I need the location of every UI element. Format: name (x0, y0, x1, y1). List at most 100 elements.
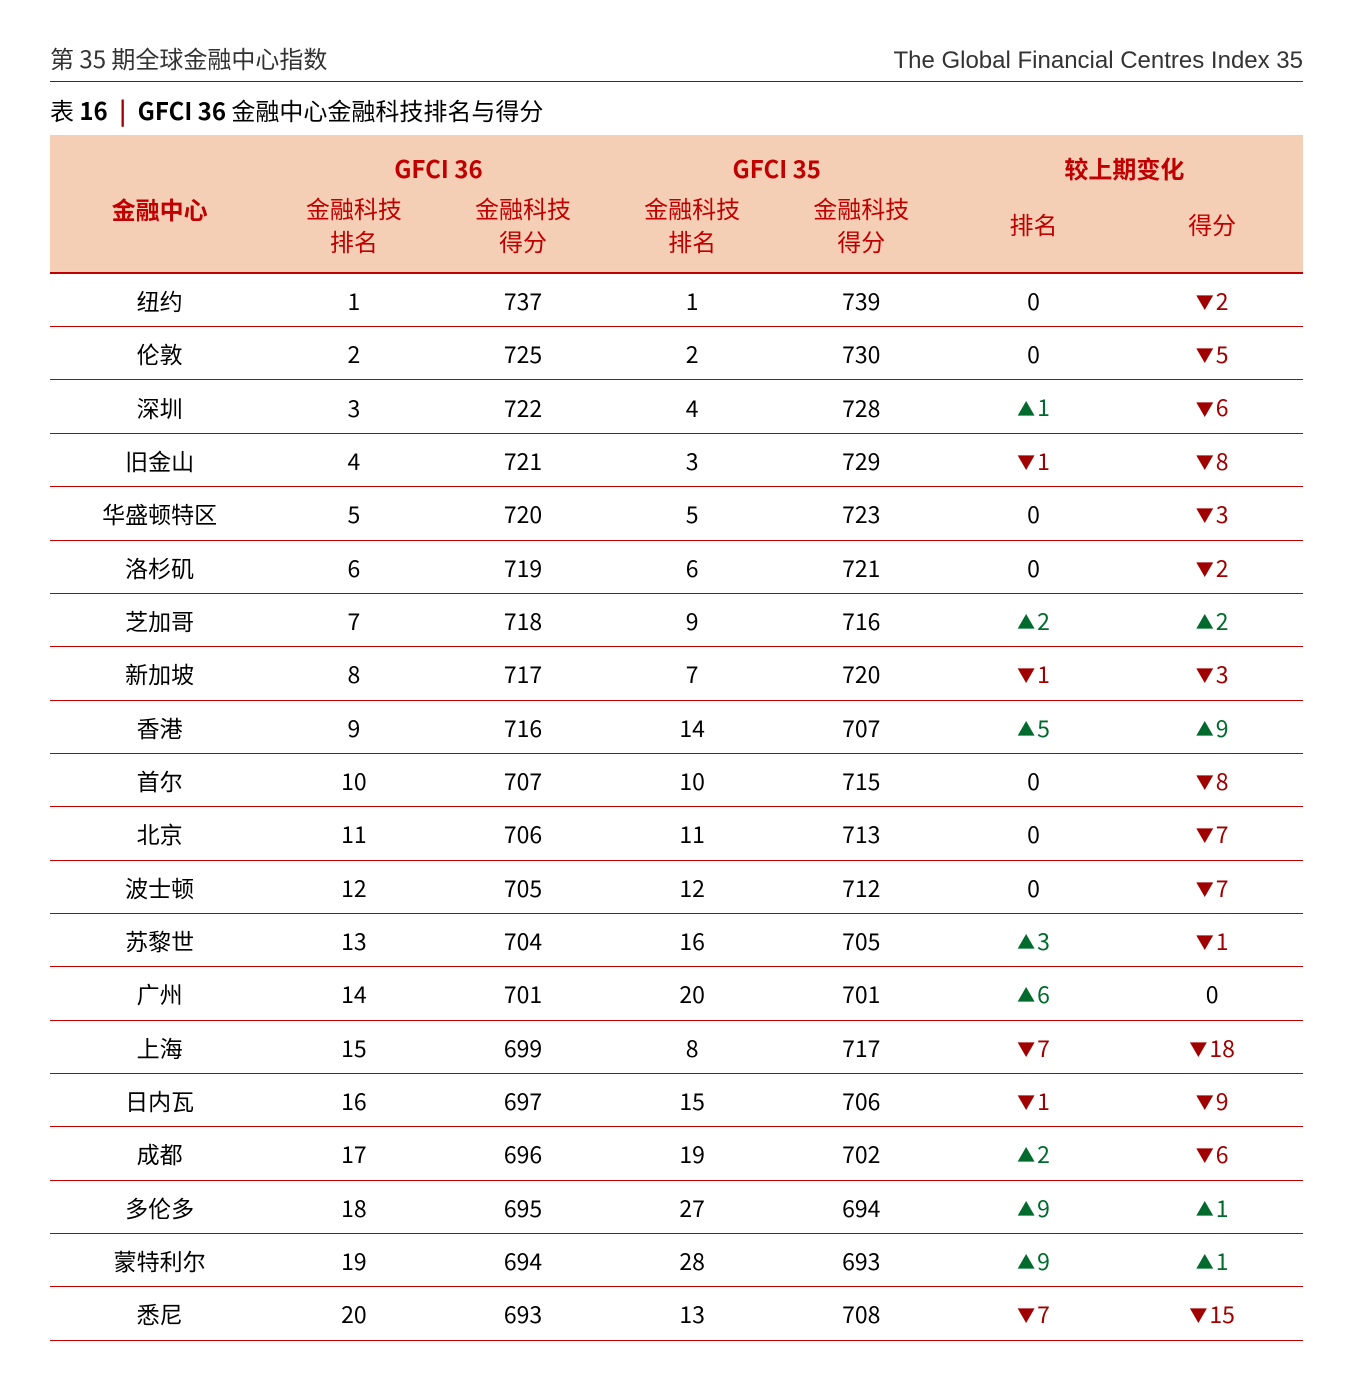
cell-change-rank: 0 (946, 753, 1121, 806)
cell-change-rank: ▲9 (946, 1233, 1121, 1286)
cell-score35: 702 (777, 1127, 946, 1180)
cell-change-score: ▼9 (1121, 1073, 1303, 1126)
cell-score35: 721 (777, 540, 946, 593)
cell-rank36: 12 (269, 860, 438, 913)
header-left: 第 35 期全球金融中心指数 (50, 40, 327, 75)
cell-change-score: ▼18 (1121, 1020, 1303, 1073)
table-row: 波士顿12705127120▼7 (50, 860, 1303, 913)
cell-centre: 深圳 (50, 380, 269, 433)
cell-change-rank: 0 (946, 487, 1121, 540)
cell-change-rank: ▲9 (946, 1180, 1121, 1233)
cell-rank35: 12 (608, 860, 777, 913)
cell-score35: 693 (777, 1233, 946, 1286)
cell-score36: 705 (438, 860, 607, 913)
cell-rank36: 5 (269, 487, 438, 540)
cell-score36: 701 (438, 967, 607, 1020)
cell-change-rank: 0 (946, 327, 1121, 380)
cell-centre: 新加坡 (50, 647, 269, 700)
table-row: 广州1470120701▲60 (50, 967, 1303, 1020)
table-row: 深圳37224728▲1▼6 (50, 380, 1303, 433)
col-change-rank: 排名 (946, 191, 1121, 273)
table-row: 首尔10707107150▼8 (50, 753, 1303, 806)
cell-change-rank: ▼7 (946, 1287, 1121, 1340)
cell-rank35: 10 (608, 753, 777, 806)
cell-centre: 广州 (50, 967, 269, 1020)
cell-rank36: 19 (269, 1233, 438, 1286)
cell-score36: 697 (438, 1073, 607, 1126)
header-right: The Global Financial Centres Index 35 (893, 47, 1303, 75)
col-change-score: 得分 (1121, 191, 1303, 273)
cell-change-score: ▼1 (1121, 913, 1303, 966)
col-score35: 金融科技得分 (777, 191, 946, 273)
cell-score35: 717 (777, 1020, 946, 1073)
cell-rank35: 16 (608, 913, 777, 966)
cell-rank36: 1 (269, 273, 438, 327)
col-group-change: 较上期变化 (946, 135, 1303, 191)
cell-change-score: ▼8 (1121, 433, 1303, 486)
table-row: 蒙特利尔1969428693▲9▲1 (50, 1233, 1303, 1286)
cell-change-rank: ▼1 (946, 647, 1121, 700)
col-score36: 金融科技得分 (438, 191, 607, 273)
cell-score36: 704 (438, 913, 607, 966)
cell-change-rank: ▲1 (946, 380, 1121, 433)
cell-rank36: 17 (269, 1127, 438, 1180)
cell-rank35: 20 (608, 967, 777, 1020)
cell-centre: 波士顿 (50, 860, 269, 913)
table-row: 悉尼2069313708▼7▼15 (50, 1287, 1303, 1340)
cell-change-rank: ▲5 (946, 700, 1121, 753)
table-row: 纽约173717390▼2 (50, 273, 1303, 327)
cell-change-rank: 0 (946, 273, 1121, 327)
cell-score35: 706 (777, 1073, 946, 1126)
cell-score36: 737 (438, 273, 607, 327)
table-row: 上海156998717▼7▼18 (50, 1020, 1303, 1073)
cell-centre: 伦敦 (50, 327, 269, 380)
cell-score36: 719 (438, 540, 607, 593)
cell-change-score: ▼15 (1121, 1287, 1303, 1340)
table-row: 伦敦272527300▼5 (50, 327, 1303, 380)
cell-score35: 708 (777, 1287, 946, 1340)
cell-rank35: 27 (608, 1180, 777, 1233)
cell-rank35: 13 (608, 1287, 777, 1340)
cell-rank36: 8 (269, 647, 438, 700)
cell-change-score: ▼2 (1121, 273, 1303, 327)
cell-rank35: 5 (608, 487, 777, 540)
cell-rank36: 14 (269, 967, 438, 1020)
cell-change-score: ▲9 (1121, 700, 1303, 753)
cell-score36: 725 (438, 327, 607, 380)
cell-rank36: 2 (269, 327, 438, 380)
cell-rank35: 9 (608, 593, 777, 646)
cell-change-score: ▼3 (1121, 647, 1303, 700)
cell-centre: 香港 (50, 700, 269, 753)
cell-centre: 悉尼 (50, 1287, 269, 1340)
cell-change-rank: 0 (946, 540, 1121, 593)
cell-score35: 715 (777, 753, 946, 806)
cell-rank35: 28 (608, 1233, 777, 1286)
cell-score36: 720 (438, 487, 607, 540)
cell-centre: 蒙特利尔 (50, 1233, 269, 1286)
table-title: 表 16 | GFCI 36 金融中心金融科技排名与得分 (50, 92, 1303, 127)
title-name: GFCI 36 (138, 92, 226, 127)
cell-change-score: ▼8 (1121, 753, 1303, 806)
table-row: 旧金山47213729▼1▼8 (50, 433, 1303, 486)
cell-change-score: ▼6 (1121, 380, 1303, 433)
cell-score35: 720 (777, 647, 946, 700)
cell-rank36: 10 (269, 753, 438, 806)
title-number: 16 (79, 92, 107, 127)
cell-change-score: ▲1 (1121, 1233, 1303, 1286)
cell-centre: 苏黎世 (50, 913, 269, 966)
cell-rank36: 11 (269, 807, 438, 860)
cell-score35: 712 (777, 860, 946, 913)
title-prefix: 表 (50, 92, 74, 127)
title-separator: | (119, 92, 126, 127)
table-row: 芝加哥77189716▲2▲2 (50, 593, 1303, 646)
table-row: 北京11706117130▼7 (50, 807, 1303, 860)
cell-score36: 716 (438, 700, 607, 753)
col-group-35: GFCI 35 (608, 135, 946, 191)
cell-centre: 旧金山 (50, 433, 269, 486)
cell-score35: 739 (777, 273, 946, 327)
cell-centre: 多伦多 (50, 1180, 269, 1233)
col-centre: 金融中心 (50, 135, 269, 273)
table-body: 纽约173717390▼2伦敦272527300▼5深圳37224728▲1▼6… (50, 273, 1303, 1340)
cell-change-score: ▲2 (1121, 593, 1303, 646)
cell-score35: 729 (777, 433, 946, 486)
